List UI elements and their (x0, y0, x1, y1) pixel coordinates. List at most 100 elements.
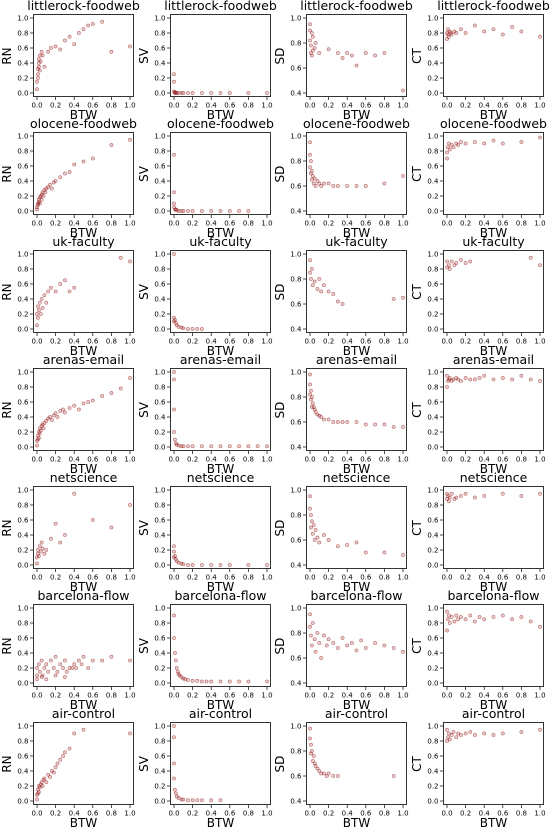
y-tick-label: 0.0 (17, 680, 28, 688)
data-point (308, 140, 312, 145)
y-tick-label: 0.2 (154, 547, 165, 555)
data-point (349, 641, 354, 645)
y-tick-label: 0.4 (17, 178, 29, 186)
x-tick-label: 0.0 (31, 574, 42, 582)
x-tick-label: 0.0 (441, 220, 452, 228)
data-point (331, 292, 336, 296)
data-point (313, 649, 318, 654)
data-point (391, 425, 396, 429)
data-point (53, 765, 58, 770)
y-axis-label: SD (273, 519, 287, 536)
plot-frame (306, 368, 407, 451)
data-point (36, 64, 41, 69)
x-tick-label: 0.4 (69, 574, 81, 582)
data-point (172, 776, 176, 781)
data-point (311, 523, 316, 527)
data-point (90, 398, 95, 403)
x-axis-label: BTW (479, 108, 508, 122)
data-point (246, 209, 251, 213)
data-point (40, 546, 45, 551)
data-point (176, 796, 181, 800)
data-point (204, 679, 209, 684)
data-point (39, 675, 44, 679)
y-tick-label: 0.4 (427, 178, 439, 186)
data-point (218, 563, 223, 567)
data-point (62, 410, 67, 415)
data-point (37, 544, 42, 549)
data-point (482, 494, 487, 498)
data-point (79, 662, 84, 667)
data-point (109, 654, 114, 659)
x-tick-label: 0.6 (360, 338, 372, 346)
y-tick-label: 0.4 (427, 532, 439, 540)
data-point (401, 553, 405, 557)
data-point (354, 420, 359, 424)
y-tick-label: 0.8 (17, 502, 28, 510)
x-tick-label: 1.0 (124, 102, 135, 110)
y-tick-label: 1.0 (154, 15, 165, 23)
data-point (43, 190, 48, 195)
data-point (477, 615, 482, 619)
data-point (335, 420, 340, 424)
data-point (62, 750, 67, 755)
x-tick-label: 1.0 (124, 220, 135, 228)
data-point (172, 79, 176, 84)
x-tick-label: 1.0 (124, 456, 135, 464)
y-tick-label: 0.6 (427, 45, 439, 53)
x-axis-label: BTW (342, 226, 371, 240)
data-point (67, 289, 72, 294)
scatter-plot: 0.0 0.2 0.4 0.6 0.8 1.0 0.4 0.6 0.8 1.0 (290, 368, 409, 464)
scatter-plot: 0.0 0.2 0.4 0.6 0.8 1.0 0.0 0.2 0.4 0.6 0.8 1.0 (154, 250, 273, 346)
data-point (451, 145, 456, 150)
data-point (36, 72, 40, 77)
x-tick-label: 0.8 (243, 810, 254, 818)
x-tick-label: 0.8 (379, 338, 390, 346)
x-tick-label: 0.2 (50, 338, 61, 346)
data-point (309, 53, 314, 58)
x-tick-label: 0.2 (323, 810, 334, 818)
data-point (308, 270, 312, 275)
data-point (331, 641, 336, 645)
panel-title: barcelona-flow (310, 588, 403, 603)
x-tick-label: 0.8 (106, 456, 117, 464)
data-point (172, 190, 176, 195)
y-axis-label: CT (410, 165, 424, 182)
data-point (445, 150, 449, 155)
x-tick-label: 0.0 (441, 102, 452, 110)
y-axis-label: RN (0, 46, 14, 65)
data-point (44, 780, 49, 785)
data-point (445, 727, 449, 732)
scatter-plot: 0.0 0.2 0.4 0.6 0.8 1.0 0.0 0.2 0.4 0.6 0.8 1.0 (427, 132, 546, 228)
data-point (354, 63, 359, 68)
data-point (491, 377, 496, 382)
panel-title: olocene-foodweb (303, 116, 410, 131)
data-point (265, 679, 269, 684)
y-tick-label: 0.0 (427, 562, 438, 570)
data-point (446, 141, 451, 146)
data-point (81, 27, 86, 32)
data-point (446, 617, 450, 622)
x-tick-label: 1.0 (261, 220, 272, 228)
y-axis-label: RN (0, 164, 14, 183)
data-point (510, 25, 515, 29)
data-point (128, 731, 132, 736)
data-point (500, 32, 505, 37)
data-point (335, 774, 340, 778)
x-tick-label: 0.4 (479, 810, 491, 818)
data-point (49, 658, 53, 663)
y-tick-label: 0.4 (290, 562, 302, 570)
data-point (49, 285, 53, 290)
data-point (55, 669, 60, 674)
data-point (463, 491, 468, 496)
data-point (309, 388, 313, 393)
data-point (510, 617, 515, 622)
data-point (199, 327, 204, 331)
y-tick-label: 0.4 (154, 178, 166, 186)
data-point (72, 162, 77, 167)
data-point (500, 491, 505, 496)
panel-title: arenas-email (42, 352, 125, 367)
data-point (172, 252, 176, 256)
x-tick-label: 0.2 (187, 692, 198, 700)
data-point (186, 798, 190, 803)
data-point (36, 436, 41, 440)
